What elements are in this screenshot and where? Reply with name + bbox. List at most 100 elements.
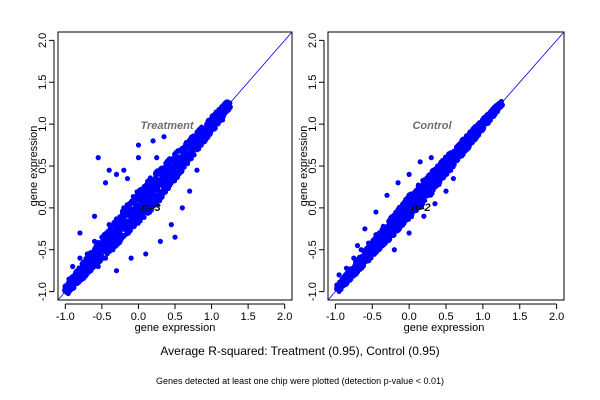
data-point: [168, 222, 174, 228]
density-point: [206, 118, 212, 124]
x-tick-label: -0.5: [363, 311, 382, 323]
density-point: [472, 127, 478, 133]
density-point: [359, 256, 365, 261]
density-point: [375, 246, 381, 251]
y-tick-label: 1.0: [37, 116, 49, 131]
x-tick-label: 1.5: [240, 311, 255, 323]
density-point: [102, 235, 108, 241]
density-point: [409, 214, 415, 220]
density-point: [84, 258, 90, 264]
data-point: [179, 205, 185, 211]
data-point: [362, 226, 368, 232]
density-point: [213, 122, 218, 128]
density-point: [187, 147, 193, 153]
data-point: [187, 188, 193, 194]
density-point: [426, 191, 432, 197]
data-point: [113, 268, 120, 274]
data-point: [121, 167, 127, 173]
density-point: [118, 227, 123, 233]
density-point: [115, 241, 121, 247]
data-point: [157, 238, 163, 244]
density-point: [218, 118, 223, 123]
density-point: [211, 127, 217, 132]
density-point: [434, 182, 439, 188]
density-point: [361, 250, 367, 256]
density-point: [196, 130, 202, 135]
y-tick-label: 2.0: [307, 33, 319, 48]
density-point: [163, 189, 168, 195]
density-point: [390, 214, 396, 220]
density-point: [454, 144, 460, 149]
density-point: [467, 143, 472, 148]
density-point: [86, 267, 92, 273]
density-point: [413, 187, 419, 193]
density-point: [466, 136, 471, 141]
density-point: [389, 221, 395, 227]
density-point: [495, 103, 501, 109]
identity-reference-line: [328, 32, 564, 300]
density-point: [367, 243, 373, 249]
density-point: [210, 113, 216, 119]
density-point: [77, 279, 82, 284]
y-axis-label: gene expression: [28, 126, 40, 207]
density-point: [143, 209, 148, 214]
density-point: [110, 233, 116, 239]
y-tick-label: 0.5: [37, 158, 49, 173]
data-point: [135, 142, 142, 148]
x-axis: -1.0 -0.5 0.0 0.5 1.0 1.5 2.0: [56, 303, 292, 323]
y-tick-label: 0.5: [307, 158, 319, 173]
sample-count-label: n=2: [411, 202, 430, 214]
density-point: [112, 219, 117, 225]
data-point: [194, 167, 200, 173]
density-point: [453, 157, 459, 163]
density-point: [387, 236, 392, 242]
density-point: [419, 199, 425, 205]
density-point: [172, 174, 178, 180]
x-tick-label: 0.5: [438, 311, 453, 323]
density-point: [108, 246, 114, 251]
y-tick-label: 2.0: [37, 33, 49, 48]
density-point: [442, 155, 448, 160]
data-point: [336, 272, 342, 278]
density-point: [116, 218, 121, 224]
density-point: [149, 186, 155, 191]
density-point: [148, 199, 154, 204]
x-tick-label: 2.0: [549, 311, 564, 323]
density-point: [431, 169, 437, 175]
x-tick-label: 0.0: [401, 311, 416, 323]
y-tick-label: -0.5: [37, 240, 49, 259]
data-point: [70, 263, 76, 270]
density-point: [374, 234, 380, 240]
data-point: [432, 201, 438, 207]
y-tick-label: -1.0: [307, 282, 319, 301]
x-tick-label: 1.0: [204, 311, 219, 323]
x-tick-label: -1.0: [326, 311, 345, 323]
r-squared-caption: Average R-squared: Treatment (0.95), Con…: [160, 344, 440, 358]
density-point: [161, 184, 166, 190]
x-tick-label: 1.5: [512, 311, 527, 323]
y-tick-label: 0.0: [307, 200, 319, 215]
density-point: [343, 282, 349, 288]
density-point: [439, 171, 445, 176]
data-point: [124, 175, 131, 182]
density-point: [151, 203, 157, 209]
y-axis: -1.0 -0.5 0.0 0.5 1.0 1.5 2.0: [307, 33, 325, 301]
x-axis: -1.0 -0.5 0.0 0.5 1.0 1.5 2.0: [326, 303, 564, 323]
data-point: [391, 247, 397, 253]
x-tick-label: -0.5: [92, 311, 111, 323]
density-point: [487, 118, 493, 123]
density-point: [368, 252, 374, 257]
density-point: [419, 185, 425, 191]
data-point: [406, 230, 412, 236]
density-point: [168, 159, 174, 165]
data-point: [354, 242, 361, 249]
density-point: [462, 140, 467, 146]
density-point: [155, 188, 161, 194]
density-point: [460, 147, 466, 153]
data-point: [395, 180, 401, 186]
data-point: [106, 167, 112, 173]
density-point: [371, 244, 377, 250]
x-tick-label: 1.0: [475, 311, 490, 323]
data-point: [406, 171, 412, 177]
